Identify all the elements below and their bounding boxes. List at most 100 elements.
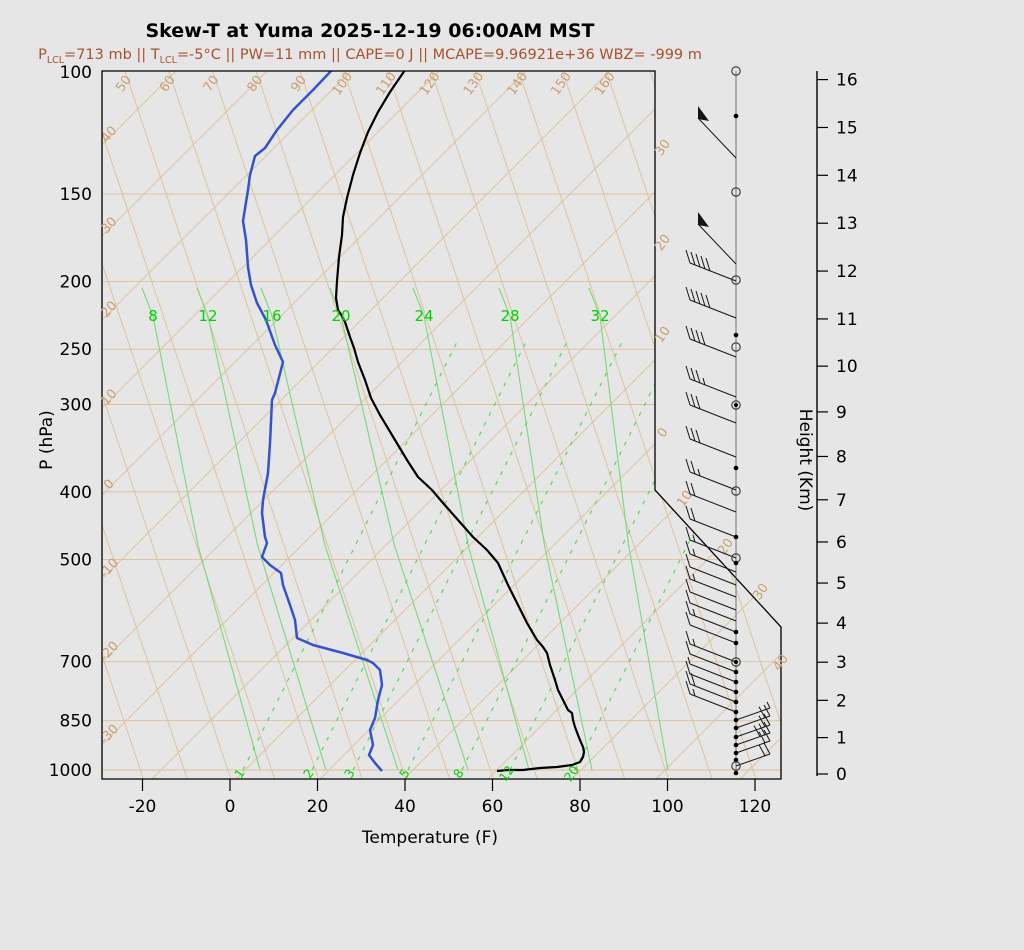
- subtitle-fragment: LCL: [46, 54, 65, 66]
- barb-staff: [689, 299, 737, 319]
- barb-staff: [689, 643, 737, 663]
- skew-line-a: [255, 71, 494, 779]
- barb-tick: [763, 729, 771, 742]
- plot-area: [102, 71, 781, 779]
- barb-staff: [689, 262, 737, 282]
- barb-tick: [763, 742, 771, 755]
- mixing-ratio-line: [311, 339, 528, 771]
- barb-flag: [698, 212, 709, 227]
- barb-station-dot: [733, 679, 739, 685]
- skew-line-b: [102, 71, 527, 779]
- barb-tick: [685, 600, 691, 615]
- barb-tick: [690, 482, 696, 497]
- barb-half-tick: [692, 548, 696, 557]
- skew-line-b: [102, 71, 694, 779]
- barb-tick: [753, 725, 761, 737]
- mixing-ratio-line: [352, 339, 569, 771]
- moist-adiabat-label: 12: [198, 307, 217, 325]
- isoline-label-right: 0: [655, 425, 672, 440]
- height-tick-label: 11: [836, 310, 858, 330]
- skew-line-b: [102, 71, 268, 779]
- pressure-tick-label: 200: [60, 272, 92, 292]
- skew-line-a: [102, 71, 188, 779]
- barb-tick: [690, 672, 696, 687]
- height-tick-label: 10: [836, 357, 858, 377]
- isoline-label-top: 150: [548, 70, 575, 99]
- height-tick-label: 2: [836, 691, 847, 711]
- barb-station-dot: [733, 534, 739, 540]
- barb-tick: [685, 325, 691, 340]
- barb-station-dot: [733, 699, 739, 705]
- x-tick-label: 20: [307, 797, 329, 817]
- moist-adiabat: [196, 287, 327, 771]
- barb-station-dot: [734, 660, 738, 664]
- isoline-label-top: 160: [592, 70, 619, 99]
- barb-station-dot: [733, 717, 739, 723]
- subtitle-fragment: LCL: [159, 54, 177, 66]
- barb-tick: [758, 744, 766, 757]
- pressure-tick-label: 1000: [49, 761, 92, 781]
- skew-line-b: [151, 71, 781, 779]
- barb-station-dot: [733, 629, 739, 635]
- subtitle-fragment: =713 mb || T: [64, 47, 160, 63]
- barb-tick: [685, 578, 691, 593]
- moist-adiabat-label: 16: [262, 307, 281, 325]
- barb-staff: [689, 653, 737, 673]
- barb-tick: [705, 294, 711, 309]
- chart-title: Skew-T at Yuma 2025-12-19 06:00AM MST: [145, 20, 595, 42]
- mixing-ratio-line: [461, 339, 678, 771]
- barb-tick: [685, 526, 691, 541]
- skew-line-b: [655, 71, 781, 779]
- barb-staff: [689, 338, 737, 358]
- skew-line-b: [235, 71, 781, 779]
- height-axis-title: Height (Km): [795, 409, 815, 512]
- skew-line-b: [102, 71, 611, 779]
- moist-adiabat: [588, 287, 669, 771]
- isoline-label-top: 130: [461, 70, 488, 99]
- x-tick-label: 60: [482, 797, 504, 817]
- height-tick-label: 15: [836, 118, 858, 138]
- skew-line-a: [299, 71, 538, 779]
- barb-tick: [690, 251, 696, 266]
- temperature-profile: [334, 71, 586, 773]
- barb-tick: [758, 723, 766, 736]
- barb-staff: [689, 591, 737, 611]
- skew-line-b: [319, 71, 781, 779]
- height-tick-label: 9: [836, 403, 847, 423]
- barb-tick: [685, 249, 691, 264]
- barb-half-tick: [692, 688, 696, 697]
- x-tick-label: 0: [225, 797, 236, 817]
- wind-barb-column: [685, 66, 771, 776]
- barb-tick: [685, 480, 691, 495]
- barb-station-circle: [731, 400, 741, 410]
- skew-line-a: [562, 71, 781, 779]
- barb-station-dot: [733, 332, 739, 338]
- mixing-ratio-line: [509, 339, 726, 771]
- barb-station-dot: [733, 770, 739, 776]
- barb-tick: [695, 395, 701, 410]
- skew-line-a: [124, 71, 363, 779]
- height-tick-label: 1: [836, 729, 847, 749]
- barb-tick: [705, 257, 711, 272]
- height-tick-label: 16: [836, 71, 858, 91]
- barb-station-dot: [733, 640, 739, 646]
- isoline-label-diagonal: 40: [770, 652, 792, 674]
- barb-staff: [735, 715, 771, 729]
- mixing-ratio-line: [407, 339, 624, 771]
- barb-half-tick: [692, 638, 696, 647]
- pressure-tick-label: 850: [60, 712, 92, 732]
- barb-tick: [763, 713, 771, 726]
- mixing-ratio-line: [242, 339, 459, 771]
- barb-tick: [700, 255, 706, 270]
- skew-line-b: [403, 71, 781, 779]
- skew-line-b: [102, 71, 177, 779]
- mixing-ratio-line: [574, 339, 781, 771]
- skew-line-b: [571, 71, 781, 779]
- skew-line-a: [102, 71, 319, 779]
- barb-staff: [689, 438, 737, 458]
- moist-adiabat: [141, 287, 261, 771]
- barb-station-circle: [731, 275, 741, 285]
- isoline-label-top: 140: [505, 70, 532, 99]
- pressure-tick-label: 250: [60, 340, 92, 360]
